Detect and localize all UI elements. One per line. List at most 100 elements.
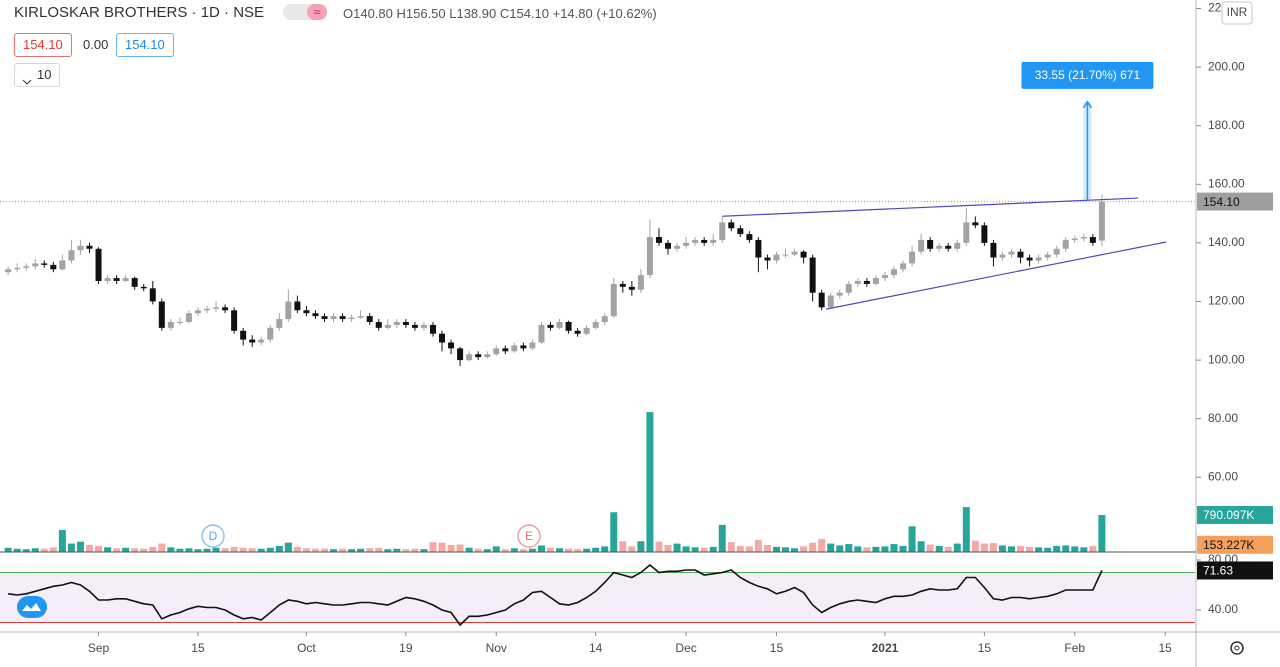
candle-body (863, 280, 870, 284)
candle-body (963, 222, 970, 243)
x-tick-label: 15 (1158, 641, 1172, 655)
candle-body (764, 257, 771, 261)
volume-bar (718, 524, 726, 552)
volume-bar (601, 546, 609, 552)
candle-body (1044, 254, 1051, 258)
candle-body (267, 327, 274, 340)
volume-bar (348, 549, 356, 552)
candle-body (1089, 237, 1096, 243)
volume-bar (465, 547, 473, 552)
event-marker[interactable] (517, 524, 541, 548)
chevron-line (22, 79, 32, 85)
y-tick-label: 180.00 (1208, 118, 1245, 132)
candle-body (972, 222, 979, 226)
volume-bar (4, 547, 12, 552)
volume-ma-label: 153.227K (1203, 538, 1254, 552)
volume-bar (619, 541, 627, 552)
candle-body (538, 324, 545, 343)
candle-body (475, 354, 482, 358)
candle-body (312, 313, 319, 317)
volume-bar (22, 549, 30, 552)
compare-toggle[interactable]: ≈ (283, 4, 327, 20)
candle-body (276, 319, 283, 328)
candle-body (909, 251, 916, 264)
y-tick-label: 160.00 (1208, 176, 1245, 190)
candle-body (637, 275, 644, 290)
candle-body (285, 301, 292, 320)
indicator-toggle[interactable]: 10 (14, 63, 61, 87)
volume-bar (528, 548, 536, 552)
candle-body (484, 354, 491, 358)
buy-button[interactable]: 154.10 (116, 33, 174, 57)
candle-body (719, 222, 726, 240)
measure-arrowhead (1082, 100, 1093, 109)
candle-body (818, 292, 825, 308)
settings-icon-core (1234, 645, 1240, 651)
candle-body (167, 322, 174, 328)
candle-body (393, 322, 400, 325)
x-tick-label: Oct (297, 641, 316, 655)
logo-badge[interactable] (17, 596, 47, 618)
volume-bar (998, 545, 1006, 552)
logo (17, 596, 47, 618)
volume-bar (574, 549, 582, 552)
candle-body (1062, 239, 1069, 249)
volume-bar (167, 547, 175, 552)
candle-body (176, 322, 183, 323)
indicator-count: 10 (37, 67, 52, 82)
volume-bar (357, 548, 365, 552)
volume-bar (76, 541, 84, 552)
candle-body (258, 339, 265, 343)
candle-body (683, 242, 690, 246)
x-tick-label: Sep (88, 641, 110, 655)
candle-body (158, 301, 165, 328)
rsi-band (0, 572, 1195, 623)
candle-body (547, 324, 554, 328)
volume-bar (212, 547, 220, 552)
volume-bar (31, 548, 39, 552)
volume-bar (727, 542, 735, 552)
candle-body (746, 234, 753, 240)
volume-bar (420, 549, 428, 552)
volume-bar (122, 547, 130, 552)
volume-bar (40, 548, 48, 552)
candle-body (692, 239, 699, 243)
volume-bar (944, 546, 952, 552)
volume-bar (971, 540, 979, 552)
volume-bar (239, 547, 247, 552)
candle-body (222, 307, 229, 311)
candle-body (601, 316, 608, 322)
candle-body (574, 330, 581, 334)
volume-bar (646, 412, 654, 552)
candle-body (646, 237, 653, 276)
sell-button[interactable]: 154.10 (14, 33, 72, 57)
candle-body (204, 308, 211, 311)
candle-body (68, 250, 75, 261)
volume-bar (447, 544, 455, 552)
event-marker[interactable] (201, 524, 225, 548)
candle-body (1026, 257, 1033, 261)
volume-bar (809, 542, 817, 552)
volume-bar (330, 549, 338, 552)
volume-bar (49, 547, 57, 552)
settings-icon[interactable] (1230, 641, 1244, 655)
logo-mark (22, 603, 41, 611)
x-tick-label: 15 (770, 641, 784, 655)
volume-bar (221, 548, 229, 552)
chevron (22, 79, 32, 85)
ohlc-legend: O140.80 H156.50 L138.90 C154.10 +14.80 (… (343, 6, 657, 21)
volume-bar (836, 545, 844, 552)
candle-body (104, 278, 111, 281)
volume-bar (95, 545, 103, 552)
top-layer: 33.55 (21.70%) 671 154.10 790.097K 153.227K… (1021, 61, 1273, 580)
candle-body (321, 316, 328, 320)
candle-body (402, 322, 409, 325)
x-tick-label: 2021 (872, 641, 899, 655)
candle-body (556, 322, 563, 328)
candle-body (665, 242, 672, 249)
volume-bar (339, 548, 347, 552)
candle-body (466, 354, 473, 361)
volume-bar (366, 548, 374, 552)
